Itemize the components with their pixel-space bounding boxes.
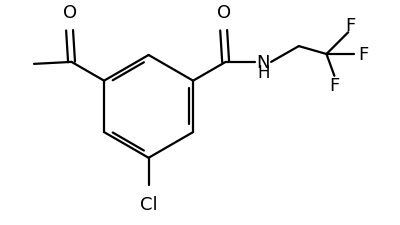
Text: Cl: Cl [140,196,158,213]
Text: N: N [256,54,270,72]
Text: O: O [217,4,231,22]
Text: H: H [257,63,270,81]
Text: F: F [329,76,340,94]
Text: O: O [62,4,77,22]
Text: F: F [358,46,368,64]
Text: F: F [345,17,355,35]
